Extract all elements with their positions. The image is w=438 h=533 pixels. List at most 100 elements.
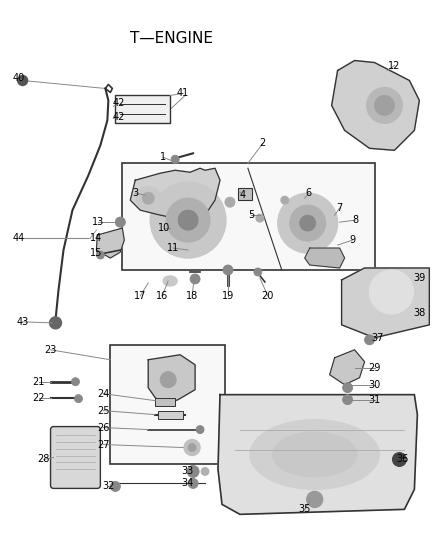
Circle shape	[290, 205, 326, 241]
Circle shape	[110, 481, 120, 491]
Ellipse shape	[163, 276, 177, 286]
Text: 42: 42	[112, 99, 124, 108]
Text: 39: 39	[413, 273, 425, 283]
Bar	[110, 345, 225, 464]
Polygon shape	[305, 248, 345, 268]
Circle shape	[71, 378, 79, 386]
Text: 17: 17	[134, 291, 146, 301]
Text: 10: 10	[158, 223, 170, 233]
Text: 27: 27	[97, 440, 110, 449]
Text: 25: 25	[97, 406, 110, 416]
Bar	[115, 95, 170, 123]
Text: 12: 12	[388, 61, 401, 70]
Text: 30: 30	[368, 379, 381, 390]
Circle shape	[96, 251, 104, 259]
Circle shape	[225, 197, 235, 207]
Text: 15: 15	[90, 248, 102, 258]
Text: 29: 29	[368, 363, 381, 373]
Text: 9: 9	[350, 235, 356, 245]
Polygon shape	[96, 228, 124, 258]
Circle shape	[187, 465, 199, 478]
Text: 31: 31	[368, 394, 381, 405]
Text: 5: 5	[248, 210, 254, 220]
Polygon shape	[330, 350, 364, 385]
Text: 41: 41	[177, 88, 189, 99]
Bar	[158, 410, 183, 418]
Text: 8: 8	[353, 215, 359, 225]
Text: 19: 19	[222, 291, 234, 301]
Text: 32: 32	[102, 481, 115, 491]
Text: 22: 22	[32, 393, 45, 402]
Text: 26: 26	[97, 423, 110, 433]
Circle shape	[278, 193, 338, 253]
Circle shape	[18, 76, 28, 85]
Polygon shape	[342, 268, 429, 338]
Text: 20: 20	[261, 291, 274, 301]
Text: 1: 1	[160, 152, 166, 162]
Text: 38: 38	[413, 308, 425, 318]
Circle shape	[300, 215, 316, 231]
Circle shape	[150, 182, 226, 258]
Circle shape	[364, 335, 374, 345]
Circle shape	[184, 440, 200, 456]
Text: 4: 4	[240, 190, 246, 200]
Circle shape	[392, 453, 406, 466]
FancyBboxPatch shape	[50, 426, 100, 488]
Text: 16: 16	[156, 291, 168, 301]
Text: 35: 35	[299, 504, 311, 514]
Circle shape	[223, 265, 233, 275]
Text: 28: 28	[37, 455, 50, 464]
Circle shape	[367, 87, 403, 123]
Circle shape	[49, 317, 61, 329]
Circle shape	[201, 467, 209, 475]
Text: T—ENGINE: T—ENGINE	[130, 30, 213, 46]
Text: 21: 21	[32, 377, 45, 387]
Text: 13: 13	[92, 217, 105, 227]
Text: 23: 23	[44, 345, 57, 355]
Circle shape	[142, 192, 154, 204]
Ellipse shape	[272, 432, 357, 477]
Circle shape	[254, 268, 262, 276]
Polygon shape	[130, 168, 220, 220]
Circle shape	[190, 274, 200, 284]
Circle shape	[343, 394, 353, 405]
Text: 14: 14	[90, 233, 102, 243]
Text: 33: 33	[181, 466, 193, 477]
Bar	[155, 398, 175, 406]
Circle shape	[196, 425, 204, 433]
Circle shape	[136, 186, 160, 210]
Circle shape	[370, 270, 413, 314]
Circle shape	[178, 210, 198, 230]
Text: 2: 2	[260, 139, 266, 148]
Polygon shape	[332, 61, 419, 150]
Polygon shape	[148, 355, 195, 405]
Circle shape	[256, 214, 264, 222]
Circle shape	[166, 198, 210, 242]
Text: 40: 40	[13, 74, 25, 84]
Text: 37: 37	[371, 333, 384, 343]
Circle shape	[115, 217, 125, 227]
Circle shape	[188, 443, 196, 451]
Bar	[238, 188, 252, 200]
Circle shape	[160, 372, 176, 387]
Text: 3: 3	[132, 188, 138, 198]
Text: 18: 18	[186, 291, 198, 301]
Text: 43: 43	[17, 317, 29, 327]
Text: 44: 44	[13, 233, 25, 243]
Circle shape	[171, 155, 179, 163]
Text: 34: 34	[181, 479, 193, 488]
Polygon shape	[218, 394, 417, 514]
Text: 7: 7	[336, 203, 343, 213]
Text: 36: 36	[396, 455, 409, 464]
Bar	[122, 163, 374, 270]
Circle shape	[343, 383, 353, 393]
Circle shape	[188, 479, 198, 488]
Text: 42: 42	[112, 112, 124, 123]
Circle shape	[281, 196, 289, 204]
Text: 11: 11	[167, 243, 179, 253]
Circle shape	[74, 394, 82, 402]
Circle shape	[374, 95, 395, 116]
Circle shape	[307, 491, 323, 507]
Ellipse shape	[250, 419, 379, 489]
Text: 24: 24	[97, 389, 110, 399]
